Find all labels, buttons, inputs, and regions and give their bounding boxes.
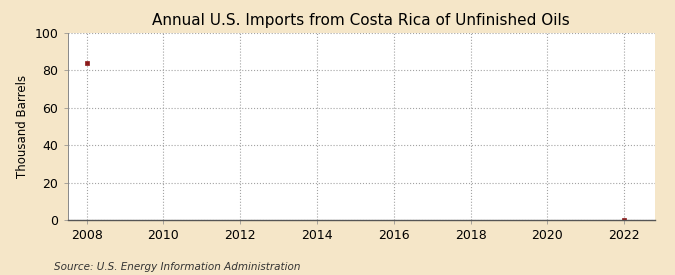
Text: Source: U.S. Energy Information Administration: Source: U.S. Energy Information Administ… <box>54 262 300 272</box>
Y-axis label: Thousand Barrels: Thousand Barrels <box>16 75 29 178</box>
Title: Annual U.S. Imports from Costa Rica of Unfinished Oils: Annual U.S. Imports from Costa Rica of U… <box>153 13 570 28</box>
